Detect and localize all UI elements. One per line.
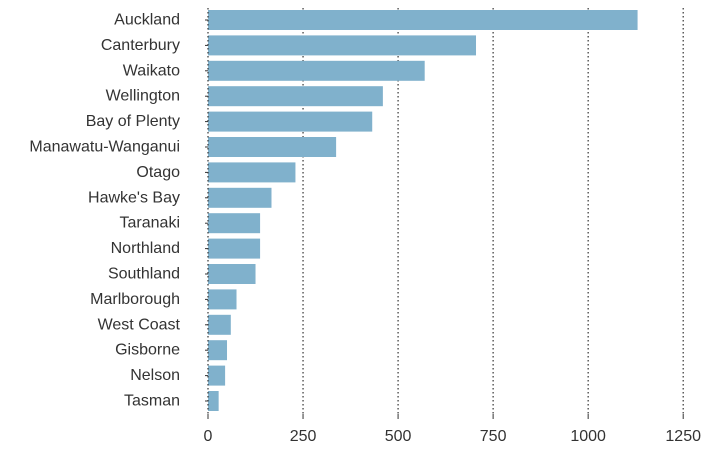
category-label: Otago xyxy=(136,164,180,181)
x-tick-label: 1000 xyxy=(570,428,606,445)
x-tick-label: 0 xyxy=(204,428,213,445)
category-label: Canterbury xyxy=(101,37,180,54)
category-label: Manawatu-Wanganui xyxy=(29,139,180,156)
bar-3 xyxy=(208,86,383,107)
category-label: Auckland xyxy=(114,12,180,29)
category-label: Taranaki xyxy=(120,215,180,232)
y-axis xyxy=(205,8,209,414)
bar-9 xyxy=(208,238,261,259)
bar-5 xyxy=(208,137,337,157)
bar-1 xyxy=(208,35,477,56)
category-label: Southland xyxy=(108,266,180,283)
bar-12 xyxy=(208,314,231,335)
bar-11 xyxy=(208,289,237,310)
category-label: Marlborough xyxy=(90,291,180,308)
category-label: Gisborne xyxy=(115,342,180,359)
bar-13 xyxy=(208,340,228,361)
bar-7 xyxy=(208,187,272,208)
bars xyxy=(208,10,638,411)
category-label: Hawke's Bay xyxy=(88,189,180,206)
bar-15 xyxy=(208,391,219,411)
x-tick-label: 250 xyxy=(290,428,317,445)
bar-4 xyxy=(208,111,373,132)
category-label: West Coast xyxy=(98,316,181,333)
bar-0 xyxy=(208,10,638,30)
bar-10 xyxy=(208,264,256,284)
x-tick-label: 750 xyxy=(480,428,507,445)
category-label: Wellington xyxy=(106,88,180,105)
x-tick-label: 500 xyxy=(385,428,412,445)
category-label: Nelson xyxy=(130,367,180,384)
bar-14 xyxy=(208,365,226,386)
category-labels: Auckland Canterbury Waikato Wellington Bay o… xyxy=(29,12,180,410)
category-label: Bay of Plenty xyxy=(86,113,180,130)
bar-8 xyxy=(208,213,261,234)
bar-6 xyxy=(208,162,296,183)
x-tick-label: 1250 xyxy=(665,428,701,445)
category-label: Tasman xyxy=(124,393,180,410)
x-tick-labels: 0 250 500 750 1000 1250 xyxy=(204,414,701,445)
bar-2 xyxy=(208,60,425,81)
category-label: Waikato xyxy=(123,62,180,79)
category-label: Northland xyxy=(111,240,180,257)
